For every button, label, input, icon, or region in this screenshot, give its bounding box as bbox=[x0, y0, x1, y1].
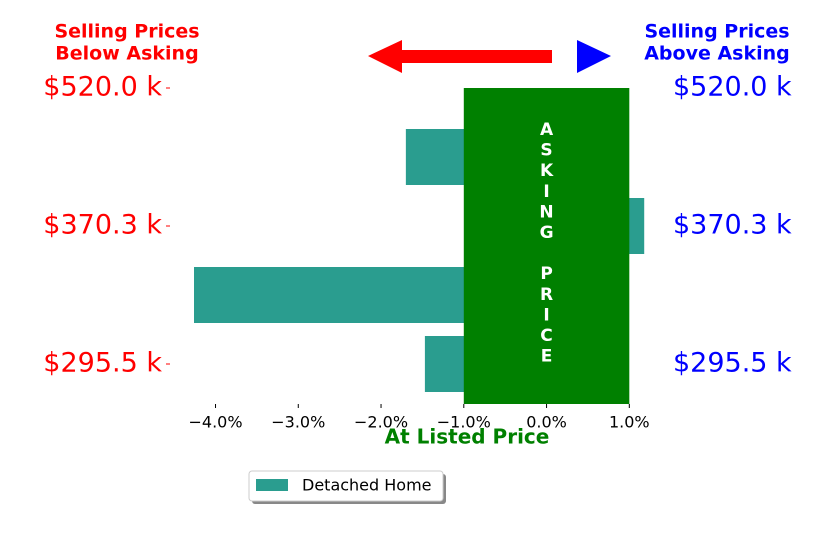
y-tick-label: $520.0 k bbox=[43, 72, 162, 103]
legend-box bbox=[248, 470, 444, 502]
x-tick-label: 1.0% bbox=[609, 413, 650, 432]
x-tick-label: −4.0% bbox=[188, 413, 242, 432]
x-axis-label: At Listed Price bbox=[385, 425, 550, 449]
y2-tick-label: $295.5 k bbox=[673, 348, 792, 379]
above-note: Selling Prices bbox=[644, 21, 789, 43]
legend-label: Detached Home bbox=[302, 476, 432, 495]
y-tick-label: $370.3 k bbox=[43, 210, 162, 241]
x-tick-label: −1.0% bbox=[437, 413, 491, 432]
below-note: Below Asking bbox=[55, 43, 198, 65]
asking-band bbox=[463, 88, 630, 404]
below-note: Selling Prices bbox=[54, 21, 199, 43]
x-tick-label: −2.0% bbox=[354, 413, 408, 432]
y2-tick-label: $520.0 k bbox=[673, 72, 792, 103]
above-note: Above Asking bbox=[644, 43, 790, 65]
y-tick-label: $295.5 k bbox=[43, 348, 162, 379]
right-arrow bbox=[577, 40, 611, 73]
x-tick-label: 0.0% bbox=[526, 413, 567, 432]
legend-swatch bbox=[256, 479, 288, 491]
y2-tick-label: $370.3 k bbox=[673, 210, 792, 241]
x-tick-label: −3.0% bbox=[271, 413, 325, 432]
left-arrow bbox=[368, 40, 552, 73]
